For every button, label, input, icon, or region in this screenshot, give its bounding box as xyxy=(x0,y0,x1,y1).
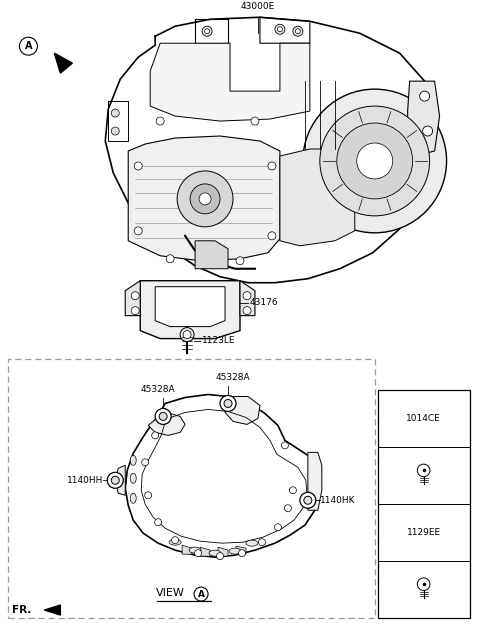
Text: A: A xyxy=(24,41,32,51)
Ellipse shape xyxy=(229,548,241,554)
Polygon shape xyxy=(240,280,255,316)
Circle shape xyxy=(190,184,220,214)
Text: 1014CE: 1014CE xyxy=(406,414,441,423)
Polygon shape xyxy=(45,605,60,615)
Polygon shape xyxy=(54,53,72,73)
Circle shape xyxy=(159,413,167,421)
Circle shape xyxy=(251,117,259,125)
Polygon shape xyxy=(280,149,355,246)
Polygon shape xyxy=(148,413,185,436)
Circle shape xyxy=(239,550,245,557)
Circle shape xyxy=(277,27,282,32)
Polygon shape xyxy=(200,547,210,556)
Text: 43000E: 43000E xyxy=(241,3,275,11)
Circle shape xyxy=(275,524,281,531)
Ellipse shape xyxy=(246,540,258,546)
Polygon shape xyxy=(408,81,440,156)
Circle shape xyxy=(183,331,191,339)
Circle shape xyxy=(220,396,236,411)
Text: FR.: FR. xyxy=(12,605,32,615)
Circle shape xyxy=(420,91,430,101)
Circle shape xyxy=(152,432,159,439)
Circle shape xyxy=(202,26,212,36)
Circle shape xyxy=(144,492,152,499)
Ellipse shape xyxy=(130,493,136,503)
Circle shape xyxy=(177,171,233,227)
FancyBboxPatch shape xyxy=(378,391,469,618)
Text: 43176: 43176 xyxy=(250,298,278,307)
Circle shape xyxy=(243,307,251,315)
Circle shape xyxy=(268,232,276,240)
Circle shape xyxy=(320,106,430,216)
Circle shape xyxy=(172,536,179,543)
Circle shape xyxy=(199,193,211,205)
Circle shape xyxy=(289,487,296,494)
Polygon shape xyxy=(236,546,246,554)
Circle shape xyxy=(111,109,119,117)
Text: 1140HH: 1140HH xyxy=(67,476,103,485)
Ellipse shape xyxy=(130,455,136,465)
Circle shape xyxy=(293,26,303,36)
Circle shape xyxy=(258,539,265,546)
Polygon shape xyxy=(225,396,260,424)
Circle shape xyxy=(107,473,123,488)
Polygon shape xyxy=(150,43,310,121)
Circle shape xyxy=(156,117,164,125)
Circle shape xyxy=(268,162,276,170)
Circle shape xyxy=(236,257,244,265)
Circle shape xyxy=(285,505,291,511)
Polygon shape xyxy=(308,453,322,510)
Circle shape xyxy=(337,123,413,199)
Polygon shape xyxy=(195,241,228,269)
Circle shape xyxy=(131,292,139,300)
Polygon shape xyxy=(128,136,280,261)
Polygon shape xyxy=(125,280,140,316)
Circle shape xyxy=(131,307,139,315)
Circle shape xyxy=(155,519,162,526)
Polygon shape xyxy=(125,394,320,557)
Circle shape xyxy=(111,476,119,485)
Circle shape xyxy=(166,255,174,263)
Polygon shape xyxy=(140,280,240,339)
Circle shape xyxy=(295,29,300,34)
Text: A: A xyxy=(198,590,204,598)
Circle shape xyxy=(357,143,393,179)
Circle shape xyxy=(204,29,210,34)
Circle shape xyxy=(216,553,224,560)
Circle shape xyxy=(303,89,446,233)
Text: 45328A: 45328A xyxy=(216,372,251,381)
Circle shape xyxy=(243,292,251,300)
Polygon shape xyxy=(182,545,192,554)
Circle shape xyxy=(422,126,432,136)
Circle shape xyxy=(134,162,142,170)
Text: VIEW: VIEW xyxy=(156,588,185,598)
Text: 1123LE: 1123LE xyxy=(202,336,236,345)
Circle shape xyxy=(111,127,119,135)
Ellipse shape xyxy=(169,539,181,545)
Circle shape xyxy=(180,327,194,342)
Circle shape xyxy=(281,442,288,449)
Text: 1129EE: 1129EE xyxy=(407,528,441,537)
Ellipse shape xyxy=(130,473,136,483)
Circle shape xyxy=(142,459,149,466)
Circle shape xyxy=(275,24,285,34)
Ellipse shape xyxy=(209,550,221,556)
Circle shape xyxy=(304,496,312,505)
Circle shape xyxy=(300,492,316,508)
Text: 1140HK: 1140HK xyxy=(320,496,355,505)
Polygon shape xyxy=(218,547,228,556)
Circle shape xyxy=(194,550,202,557)
Polygon shape xyxy=(105,18,434,283)
Text: 45328A: 45328A xyxy=(141,386,176,394)
Circle shape xyxy=(224,399,232,408)
Polygon shape xyxy=(115,465,125,495)
Ellipse shape xyxy=(189,547,201,553)
Circle shape xyxy=(155,408,171,424)
Circle shape xyxy=(134,227,142,235)
Polygon shape xyxy=(155,287,225,327)
